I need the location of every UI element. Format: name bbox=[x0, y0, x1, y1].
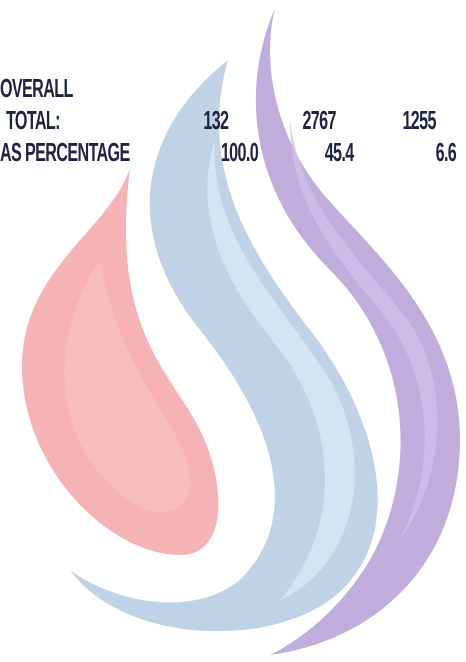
cell-value: 132 bbox=[203, 105, 228, 135]
cell-value: 6.6 bbox=[435, 137, 456, 167]
cell-value: 100.0 bbox=[221, 137, 258, 167]
cell-value: 2767 bbox=[303, 105, 336, 135]
row-label: AS PERCENTAGE bbox=[0, 137, 130, 167]
row-label: TOTAL: bbox=[6, 105, 60, 135]
cell-value: 45.4 bbox=[325, 137, 354, 167]
cell-value: 1255 bbox=[403, 105, 436, 135]
page: {"heading": "OVERALL", "rows": [ {"label… bbox=[0, 0, 466, 662]
heading: OVERALL bbox=[0, 73, 73, 103]
